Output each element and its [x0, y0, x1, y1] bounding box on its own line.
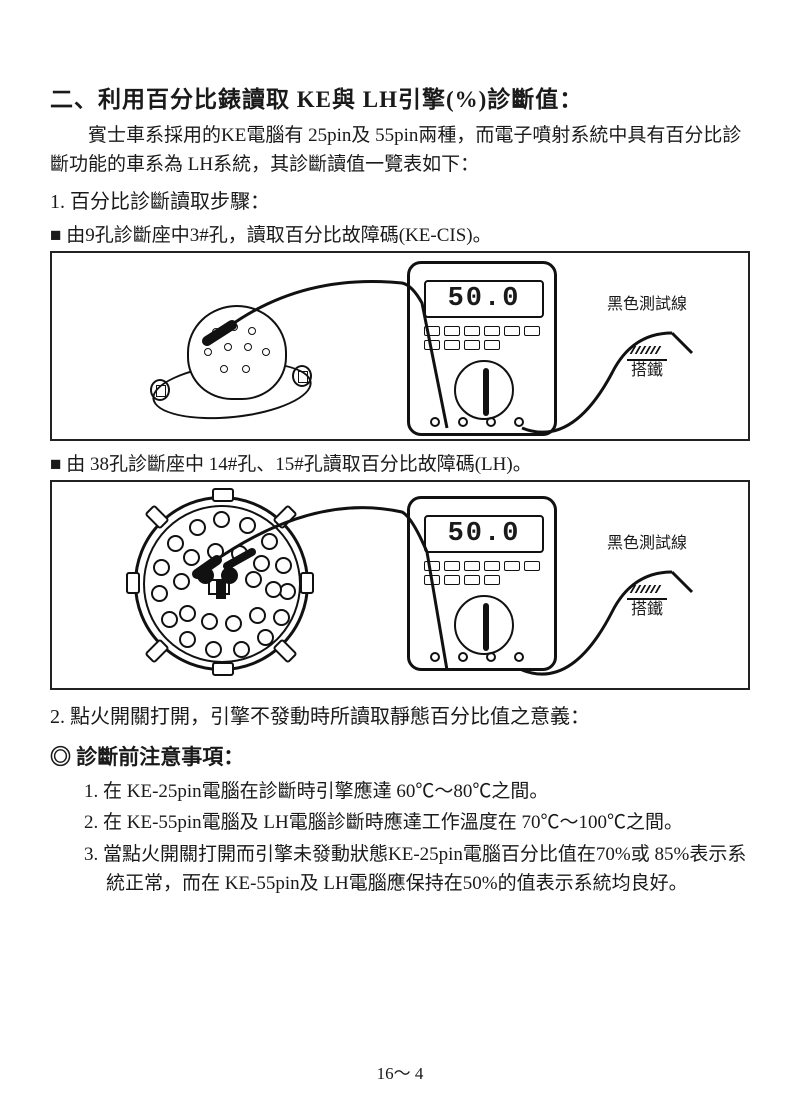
step2-text: 2. 點火開關打開，引擎不發動時所讀取靜態百分比值之意義：	[50, 700, 750, 729]
multimeter-icon: 50.0	[407, 261, 557, 436]
notice-item: 3. 當點火開關打開而引擎未發動狀態KE-25pin電腦百分比值在70%或 85…	[84, 840, 750, 899]
probe-label-text: 黑色測試線	[607, 296, 687, 313]
figure-9pin-diagram: 50.0 黑色測試線 搭鐵	[50, 251, 750, 441]
connector-9pin-icon	[142, 293, 322, 423]
notice-item: 2. 在 KE-55pin電腦及 LH電腦診斷時應達工作溫度在 70℃～100℃…	[84, 808, 750, 837]
section-title: 二、利用百分比錶讀取 KE與 LH引擎(%)診斷值：	[50, 80, 750, 114]
step1-header: 1. 百分比診斷讀取步驟：	[50, 185, 750, 214]
notice-header: ◎ 診斷前注意事項：	[50, 741, 750, 771]
connector-38pin-icon	[132, 494, 312, 674]
probe-label: 黑色測試線 搭鐵	[607, 534, 687, 620]
intro-paragraph: 賓士車系採用的KE電腦有 25pin及 55pin兩種，而電子噴射系統中具有百分…	[50, 122, 750, 179]
multimeter-reading: 50.0	[424, 515, 544, 553]
page-number: 16～ 4	[0, 1059, 800, 1084]
notice-item: 1. 在 KE-25pin電腦在診斷時引擎應達 60℃～80℃之間。	[84, 777, 750, 806]
multimeter-reading: 50.0	[424, 280, 544, 318]
multimeter-icon: 50.0	[407, 496, 557, 671]
probe-label: 黑色測試線 搭鐵	[607, 295, 687, 381]
ground-label-text: 搭鐵	[631, 362, 663, 379]
ground-label-text: 搭鐵	[631, 601, 663, 618]
figure-38pin-diagram: 50.0 黑色測試線 搭鐵	[50, 480, 750, 690]
bullet-ke-cis: ■ 由9孔診斷座中3#孔，讀取百分比故障碼(KE-CIS)。	[50, 220, 750, 247]
notice-list: 1. 在 KE-25pin電腦在診斷時引擎應達 60℃～80℃之間。 2. 在 …	[50, 777, 750, 899]
probe-label-text: 黑色測試線	[607, 535, 687, 552]
bullet-lh: ■ 由 38孔診斷座中 14#孔、15#孔讀取百分比故障碼(LH)。	[50, 449, 750, 476]
